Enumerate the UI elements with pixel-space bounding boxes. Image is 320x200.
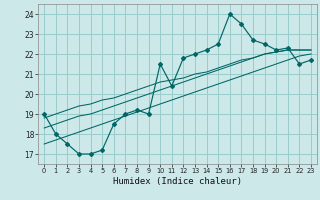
X-axis label: Humidex (Indice chaleur): Humidex (Indice chaleur) bbox=[113, 177, 242, 186]
